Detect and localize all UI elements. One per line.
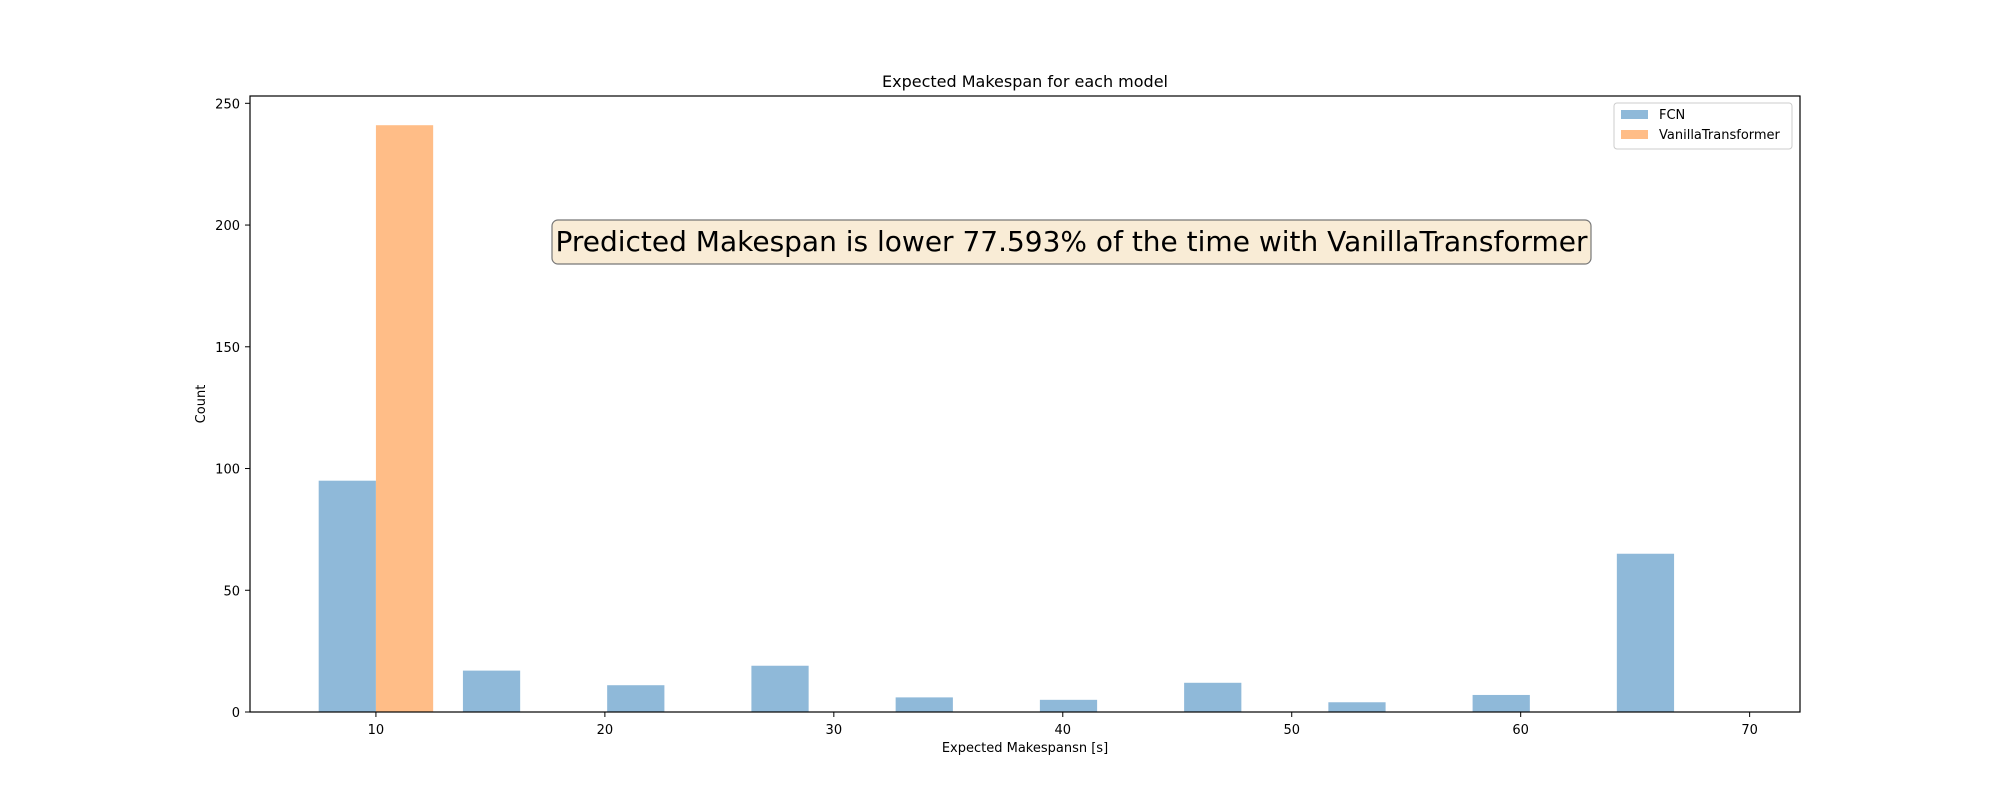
bars-layer <box>318 125 1675 712</box>
x-tick-label: 70 <box>1741 723 1758 738</box>
annotation-text: Predicted Makespan is lower 77.593% of t… <box>555 225 1588 258</box>
bar-fcn <box>1328 702 1386 712</box>
bar-fcn <box>1184 682 1242 712</box>
bar-fcn <box>895 697 953 712</box>
bar-fcn <box>1472 694 1530 712</box>
x-tick-label: 50 <box>1283 723 1300 738</box>
bar-fcn <box>318 480 376 712</box>
legend-frame <box>1613 102 1793 150</box>
y-tick-label: 50 <box>223 584 240 599</box>
y-axis-label: Count <box>194 385 209 424</box>
annotation-box: Predicted Makespan is lower 77.593% of t… <box>551 219 1592 265</box>
bar-fcn <box>751 665 809 712</box>
y-tick-label: 250 <box>215 97 240 112</box>
x-tick-label: 30 <box>826 723 843 738</box>
x-axis-label: Expected Makespansn [s] <box>942 741 1108 756</box>
y-tick-label: 0 <box>232 706 240 721</box>
x-axis-ticks: 10 20 30 40 50 60 70 <box>368 712 1758 738</box>
chart-title: Expected Makespan for each model <box>882 72 1168 91</box>
legend: FCN VanillaTransformer <box>1613 102 1793 150</box>
legend-label-fcn: FCN <box>1659 108 1685 123</box>
y-tick-label: 100 <box>215 463 240 478</box>
y-tick-label: 200 <box>215 219 240 234</box>
bar-fcn <box>462 670 521 712</box>
x-tick-label: 10 <box>368 723 385 738</box>
legend-swatch-vanillatransformer <box>1621 130 1648 139</box>
y-tick-label: 150 <box>215 341 240 356</box>
x-tick-label: 20 <box>597 723 614 738</box>
x-tick-label: 40 <box>1055 723 1072 738</box>
legend-label-vanillatransformer: VanillaTransformer <box>1659 128 1781 143</box>
bar-vanillatransformer <box>375 125 434 712</box>
bar-fcn <box>1039 699 1098 712</box>
bar-fcn <box>1616 553 1675 712</box>
bar-fcn <box>607 685 665 712</box>
annotation-background <box>551 219 1592 265</box>
legend-swatch-fcn <box>1621 110 1648 119</box>
plot-frame <box>249 95 1801 713</box>
x-tick-label: 60 <box>1512 723 1529 738</box>
y-axis-ticks: 0 50 100 150 200 250 <box>215 97 250 721</box>
